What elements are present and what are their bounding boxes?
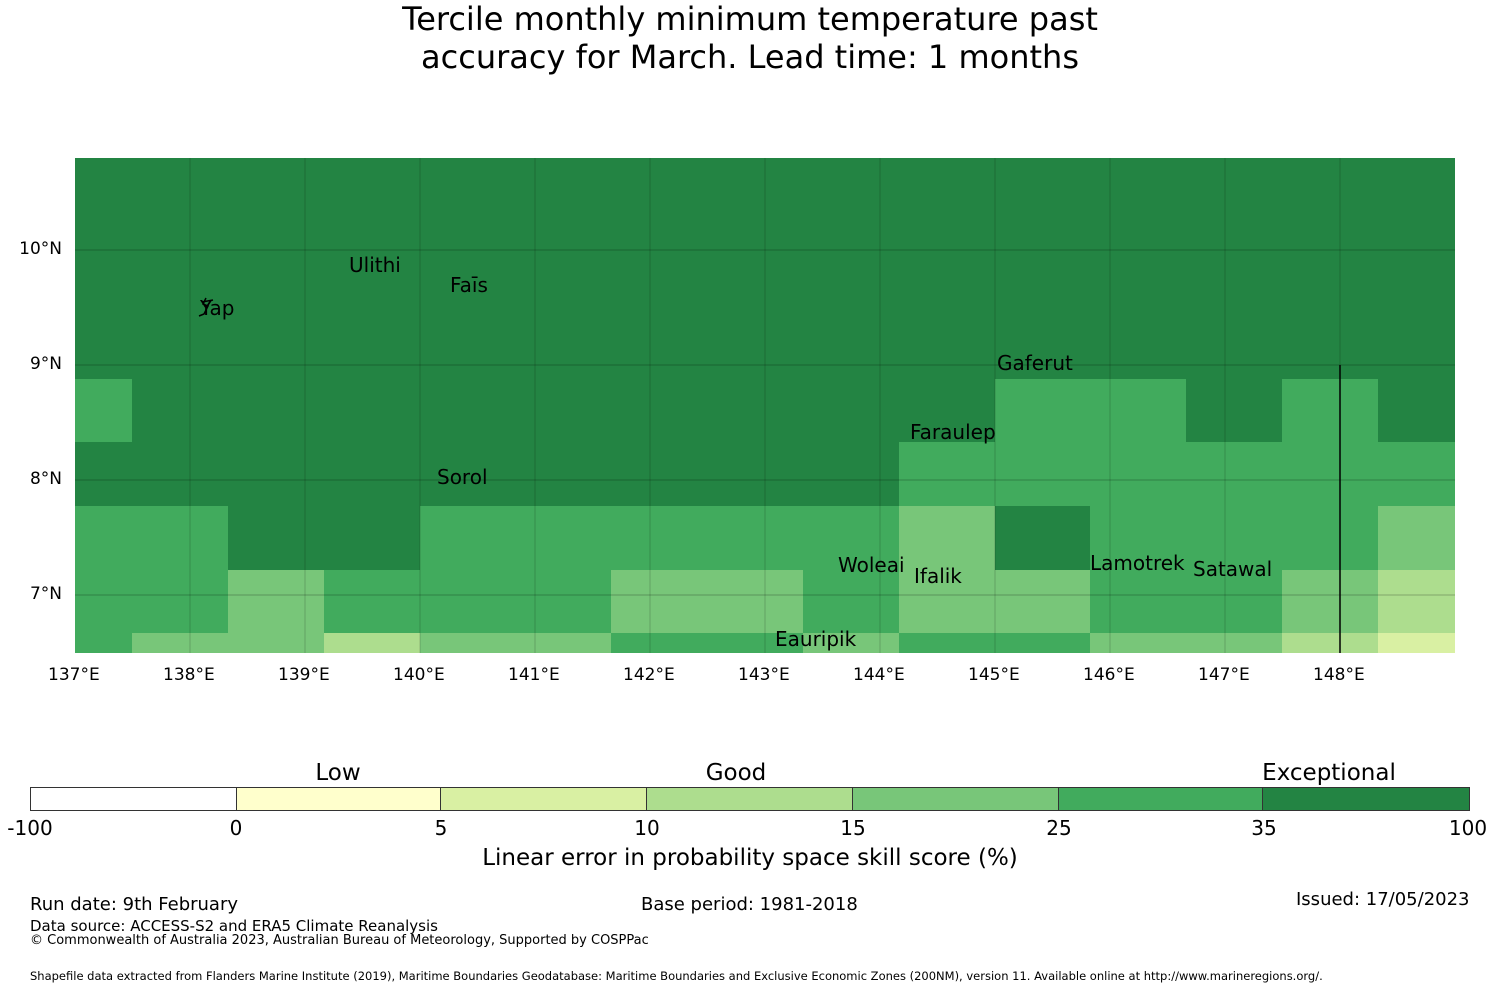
lon-tick-label: 138°E [163, 665, 215, 685]
issued-date: Issued: 17/05/2023 [1296, 889, 1470, 910]
lon-tick-label: 140°E [393, 665, 445, 685]
skill-cell [899, 442, 1455, 506]
island-label-ulithi: Ulithi [349, 253, 401, 277]
title-line-1: Tercile monthly minimum temperature past [402, 0, 1098, 38]
colorbar-segment [1263, 788, 1470, 810]
skill-cell [611, 633, 803, 653]
colorbar-category-exceptional: Exceptional [1262, 760, 1396, 786]
island-label-ifalik: Ifalik [914, 564, 962, 588]
title-line-2: accuracy for March. Lead time: 1 months [421, 38, 1079, 76]
yap-island-shape-icon [198, 297, 214, 317]
skill-cell [1282, 633, 1378, 653]
island-label-woleai: Woleai [838, 553, 905, 577]
skill-cell [228, 570, 324, 633]
lon-tick-label: 147°E [1198, 665, 1250, 685]
lon-tick-label: 137°E [48, 665, 100, 685]
island-label-fais: Faīs [450, 273, 488, 297]
skill-cell [324, 633, 420, 653]
island-label-sorol: Sorol [437, 465, 488, 489]
colorbar-category-low: Low [315, 760, 361, 786]
colorbar-tick: -100 [7, 816, 53, 840]
colorbar-category-good: Good [705, 760, 767, 786]
skill-cell [132, 633, 324, 653]
colorbar-tick: 10 [634, 816, 660, 840]
colorbar-tick: 5 [434, 816, 448, 840]
skill-cell [420, 633, 611, 653]
skill-cell [899, 570, 1090, 633]
lon-tick-label: 146°E [1083, 665, 1135, 685]
colorbar-tick: 0 [229, 816, 243, 840]
skill-cell [899, 633, 1090, 653]
skill-cell [420, 506, 899, 570]
skill-cell [75, 570, 228, 633]
skill-cell [1282, 379, 1378, 442]
run-date: Run date: 9th February [30, 894, 239, 915]
skill-cell [1090, 570, 1282, 633]
skill-cell [803, 633, 899, 653]
shapefile-credit: Shapefile data extracted from Flanders M… [30, 969, 1323, 983]
skill-cell [324, 570, 420, 633]
lon-tick-label: 144°E [853, 665, 905, 685]
colorbar-segment [236, 788, 442, 810]
lat-tick-label: 7°N [29, 584, 62, 604]
lon-tick-label: 142°E [623, 665, 675, 685]
skill-cell [1378, 633, 1455, 653]
colorbar-segment [1058, 788, 1264, 810]
lon-tick-label: 145°E [968, 665, 1020, 685]
base-period: Base period: 1981-2018 [641, 894, 858, 915]
skill-cell [1282, 570, 1378, 633]
colorbar-segment [647, 788, 853, 810]
island-label-lamotrek: Lamotrek [1090, 551, 1185, 575]
colorbar-label: Linear error in probability space skill … [482, 845, 1018, 871]
skill-cell [420, 570, 611, 633]
lon-tick-label: 143°E [738, 665, 790, 685]
map-area[interactable] [75, 158, 1455, 653]
skill-cell [75, 633, 132, 653]
skill-cell [75, 506, 228, 570]
skill-cell [611, 570, 803, 633]
colorbar-tick: 35 [1251, 816, 1277, 840]
island-label-gaferut: Gaferut [997, 351, 1073, 375]
map-title: Tercile monthly minimum temperature past… [0, 0, 1500, 76]
skill-cell [1378, 506, 1455, 570]
skill-cell [995, 506, 1090, 570]
skill-cell [899, 506, 995, 570]
lon-tick-label: 148°E [1313, 665, 1365, 685]
colorbar-tick: 100 [1448, 816, 1488, 840]
colorbar-segment [31, 788, 237, 810]
lat-tick-label: 8°N [29, 469, 62, 489]
colorbar-tick: 25 [1046, 816, 1072, 840]
data-source: Data source: ACCESS-S2 and ERA5 Climate … [30, 917, 438, 935]
island-label-eauripik: Eauripik [775, 627, 857, 651]
skill-cell [1090, 506, 1378, 570]
skill-cell [803, 570, 899, 633]
lat-tick-label: 10°N [19, 239, 62, 259]
island-label-satawal: Satawal [1193, 557, 1273, 581]
skill-cell [75, 379, 132, 442]
colorbar-segment [852, 788, 1059, 810]
colorbar-tick: 15 [840, 816, 866, 840]
colorbar-segment [441, 788, 648, 810]
lon-tick-label: 139°E [278, 665, 330, 685]
island-label-faraulep: Faraulep [910, 420, 996, 444]
colorbar [30, 787, 1470, 813]
lat-tick-label: 9°N [29, 354, 62, 374]
skill-cell [1378, 570, 1455, 633]
map-canvas [75, 158, 1455, 653]
copyright-note: © Commonwealth of Australia 2023, Austra… [30, 933, 649, 948]
lon-tick-label: 141°E [508, 665, 560, 685]
island-label-yap: Yap [200, 296, 235, 320]
skill-cell [1090, 633, 1282, 653]
skill-cell [995, 379, 1186, 442]
